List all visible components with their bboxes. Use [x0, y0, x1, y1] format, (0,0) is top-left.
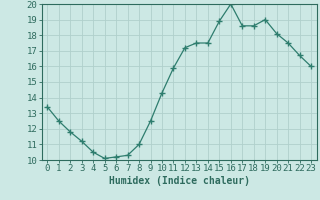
X-axis label: Humidex (Indice chaleur): Humidex (Indice chaleur) — [109, 176, 250, 186]
